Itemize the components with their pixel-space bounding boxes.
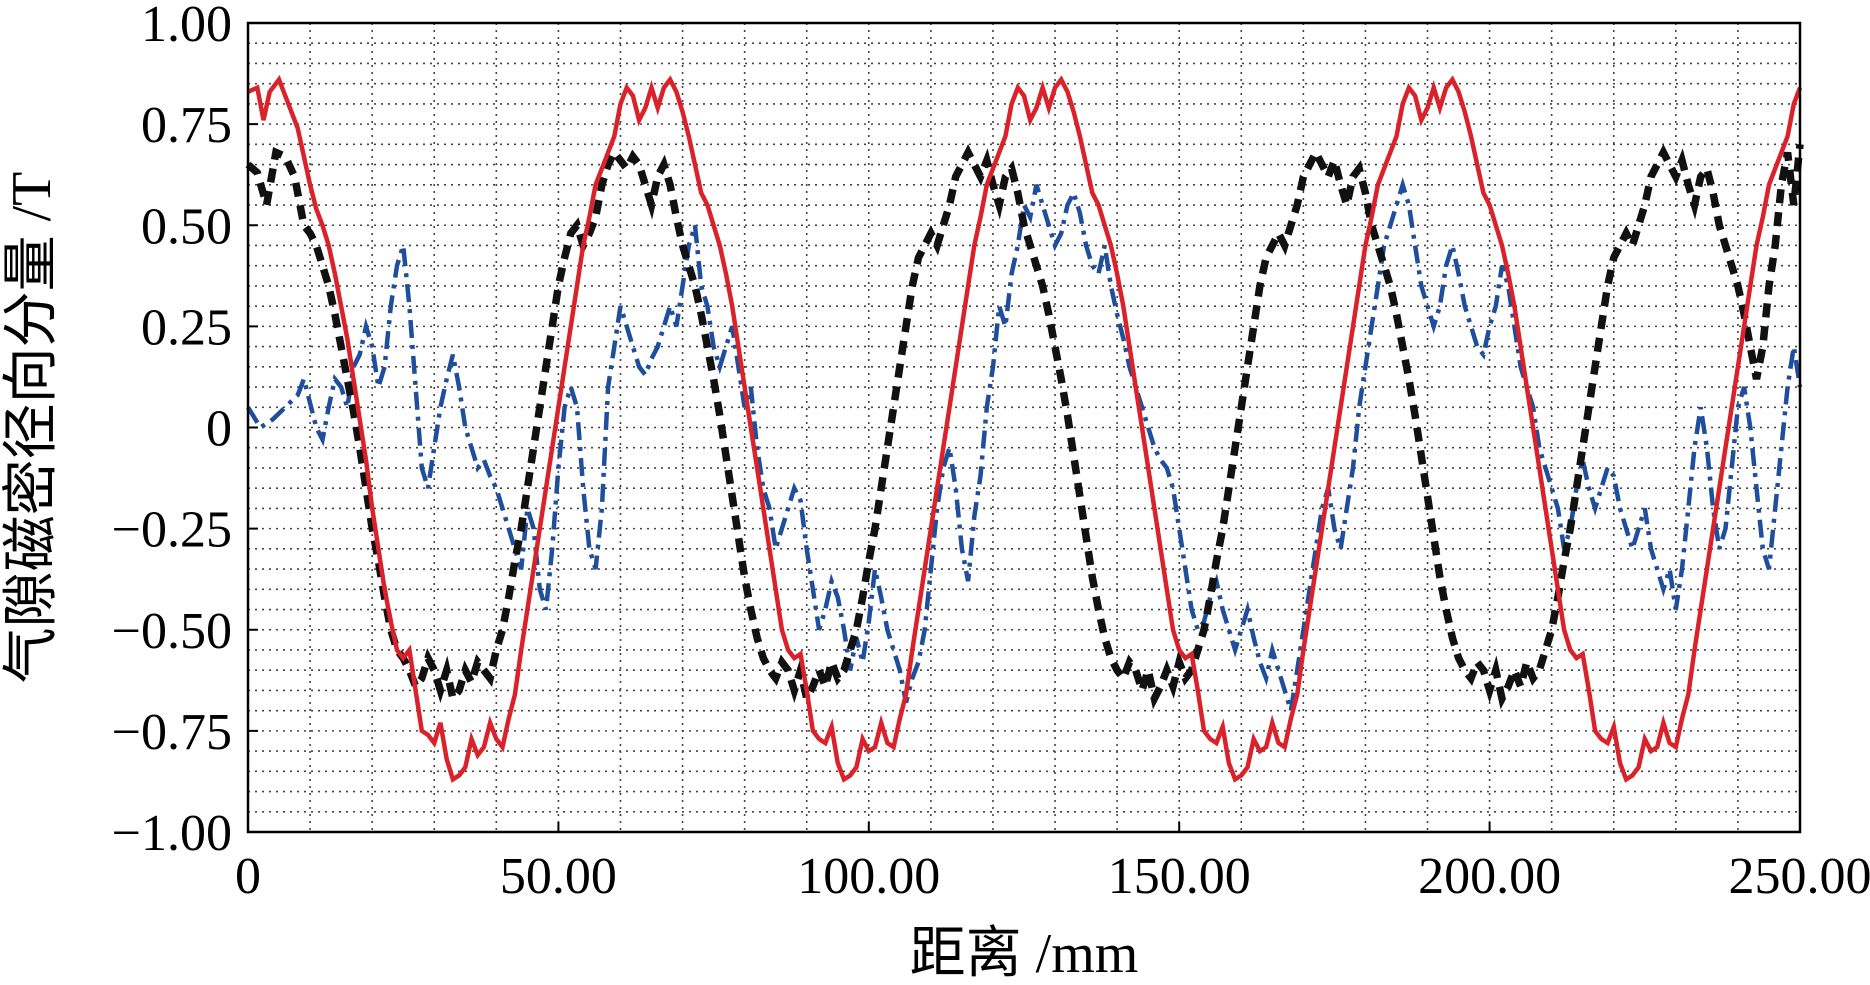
y-tick-label: 0: [206, 401, 232, 458]
x-tick-label: 100.00: [797, 848, 940, 905]
x-tick-label: 150.00: [1108, 848, 1251, 905]
y-tick-label: −0.25: [112, 502, 232, 559]
y-tick-label: 0.25: [141, 299, 232, 356]
y-tick-label: −0.50: [112, 603, 232, 660]
y-tick-label: 0.75: [141, 97, 232, 154]
y-tick-label: −1.00: [112, 805, 232, 862]
y-tick-label: −0.75: [112, 704, 232, 761]
y-axis-ticks: 1.00 0.75 0.50 0.25 0 −0.25 −0.50 −0.75 −1.00: [112, 0, 258, 862]
x-tick-label: 0: [235, 848, 261, 905]
series-line-2: [245, 144, 1804, 710]
series-line-3: [246, 177, 1803, 712]
grid: [248, 23, 1800, 832]
series-layer: [245, 75, 1804, 783]
x-axis-title: 距离 /mm: [910, 923, 1139, 985]
x-axis-ticks: 0 50.00 100.00 150.00 200.00 250.00: [235, 822, 1870, 905]
y-tick-label: 0.50: [141, 198, 232, 255]
y-axis-title: 气隙磁密径向分量 /T: [1, 172, 63, 684]
x-tick-label: 50.00: [500, 848, 617, 905]
y-tick-label: 1.00: [141, 0, 232, 53]
series-line-1: [247, 75, 1803, 783]
x-tick-label: 200.00: [1418, 848, 1561, 905]
x-tick-label: 250.00: [1729, 848, 1870, 905]
